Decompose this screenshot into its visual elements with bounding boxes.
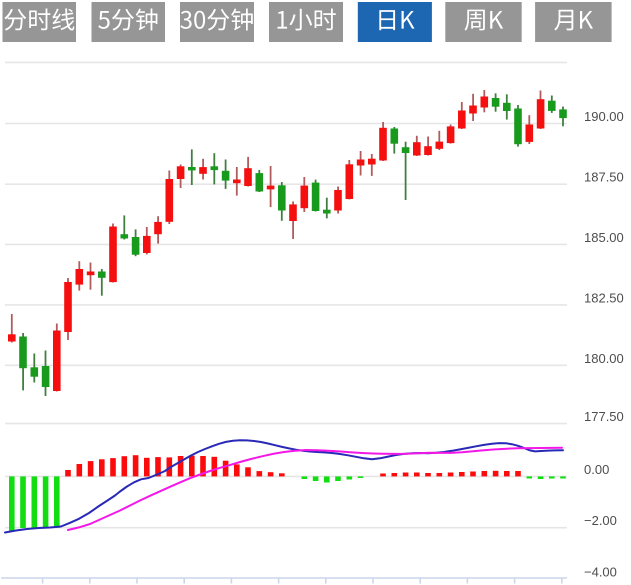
svg-text:177.50: 177.50 xyxy=(584,409,624,424)
svg-text:−4.00: −4.00 xyxy=(584,564,617,579)
svg-text:185.00: 185.00 xyxy=(584,230,624,245)
svg-text:−2.00: −2.00 xyxy=(584,513,617,528)
svg-text:0.00: 0.00 xyxy=(584,462,609,477)
svg-text:180.00: 180.00 xyxy=(584,351,624,366)
svg-text:187.50: 187.50 xyxy=(584,170,624,185)
svg-text:182.50: 182.50 xyxy=(584,291,624,306)
svg-text:190.00: 190.00 xyxy=(584,109,624,124)
